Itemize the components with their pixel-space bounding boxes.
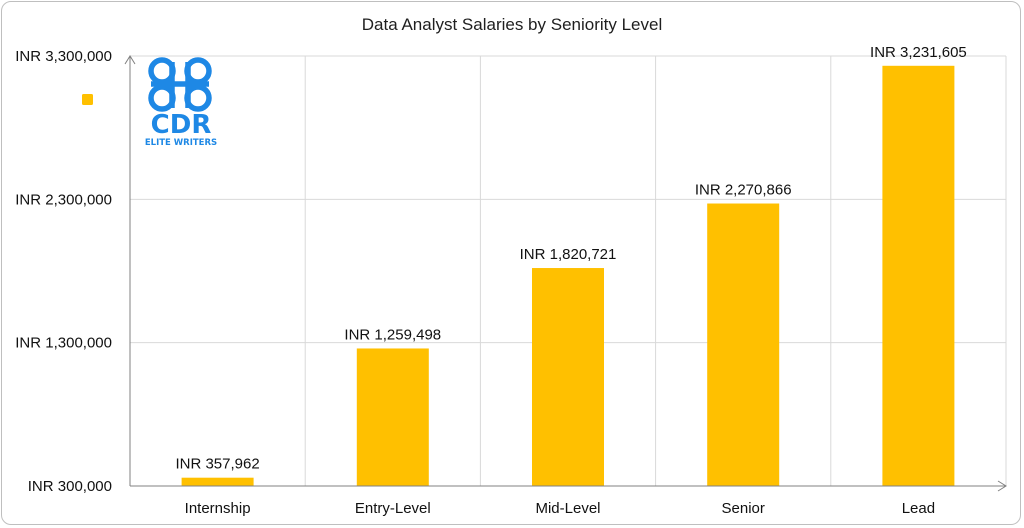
cdr-logo: CDR ELITE WRITERS <box>145 57 217 148</box>
logo-subtext: ELITE WRITERS <box>145 138 217 148</box>
data-label: INR 357,962 <box>175 456 259 473</box>
data-labels: INR 357,962 INR 1,259,498 INR 1,820,721 INR… <box>175 44 966 473</box>
legend-swatch <box>82 94 93 105</box>
data-label: INR 2,270,866 <box>695 182 792 199</box>
bar <box>356 348 429 486</box>
bars <box>181 65 955 486</box>
x-tick-label: Mid-Level <box>535 500 600 517</box>
y-tick-label: INR 2,300,000 <box>15 191 112 208</box>
y-tick-label: INR 300,000 <box>28 478 112 495</box>
bar <box>882 65 955 486</box>
axes <box>124 55 1007 492</box>
y-tick-label: INR 1,300,000 <box>15 335 112 352</box>
x-tick-label: Lead <box>902 500 935 517</box>
y-axis-arrow <box>124 55 136 65</box>
data-label: INR 1,259,498 <box>344 326 441 343</box>
data-label: INR 1,820,721 <box>520 246 617 263</box>
x-axis-ticks: Internship Entry-Level Mid-Level Senior Lead <box>185 500 935 517</box>
bar <box>181 477 254 486</box>
grid <box>130 55 1007 486</box>
bar <box>707 203 780 486</box>
bar <box>532 268 604 486</box>
y-tick-label: INR 3,300,000 <box>15 48 112 65</box>
x-tick-label: Senior <box>722 500 765 517</box>
chart-title: Data Analyst Salaries by Seniority Level <box>362 15 663 34</box>
y-axis-ticks: INR 300,000 INR 1,300,000 INR 2,300,000 INR… <box>15 48 112 495</box>
data-label: INR 3,231,605 <box>870 44 967 61</box>
logo-text: CDR <box>151 110 212 140</box>
x-tick-label: Internship <box>185 500 251 517</box>
x-tick-label: Entry-Level <box>355 500 431 517</box>
x-axis-arrow <box>997 480 1007 492</box>
